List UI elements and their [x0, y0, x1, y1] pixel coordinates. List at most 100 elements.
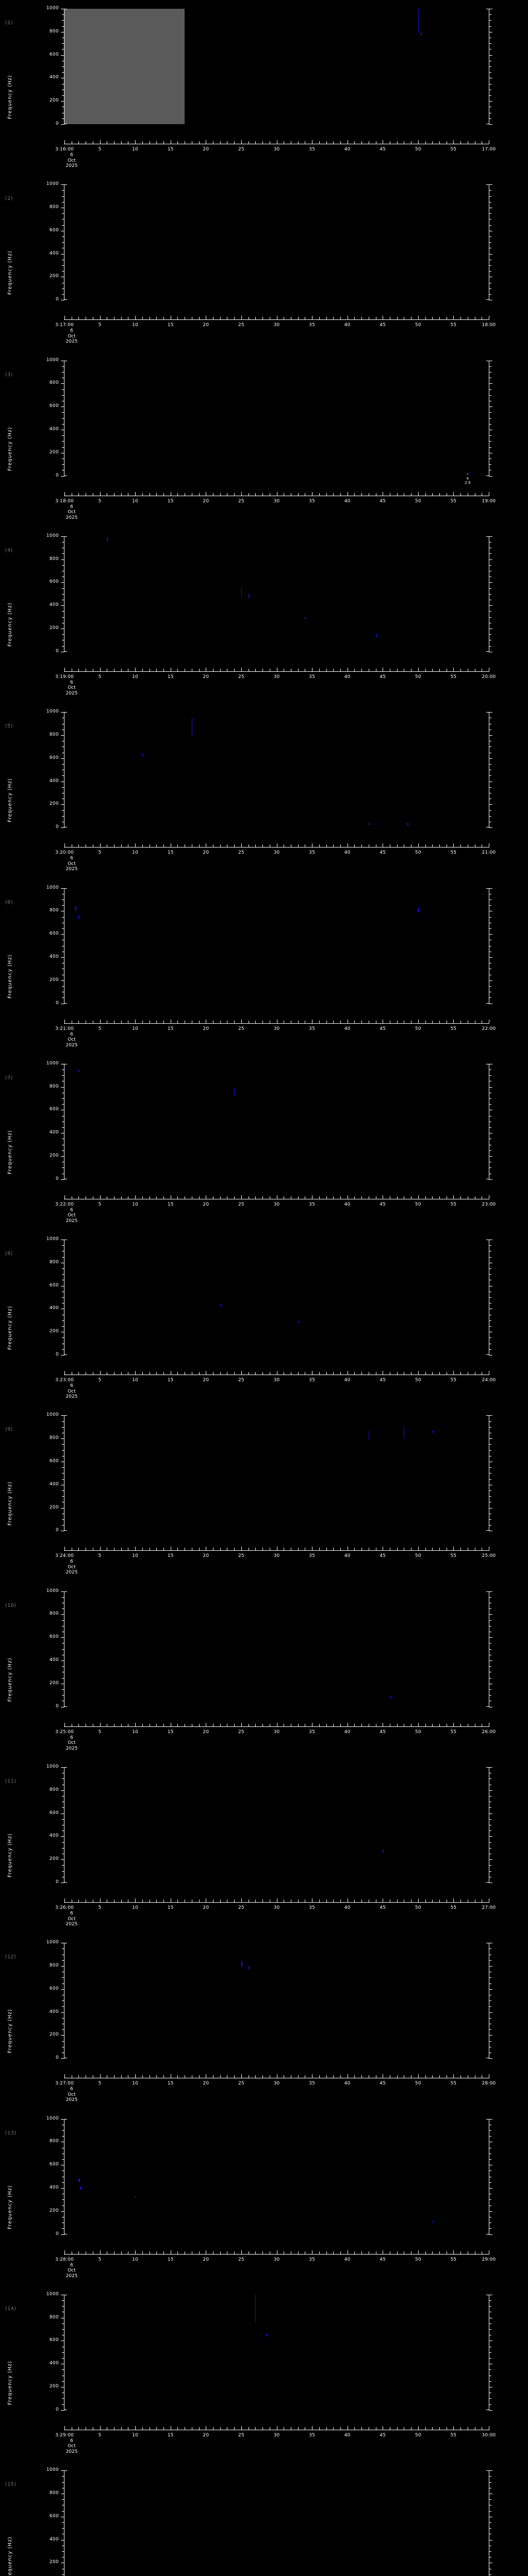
x-tick-minor — [432, 493, 433, 496]
y-tick-minor — [62, 1490, 64, 1491]
y-axis-label: Frequency (Hz) — [7, 1306, 13, 1350]
x-tick-label: 35 — [309, 2432, 316, 2438]
plot-area — [64, 1767, 489, 1883]
x-tick-minor — [142, 1548, 143, 1551]
x-tick-label: 3:18:00 — [55, 498, 74, 504]
y-tick-minor-right — [489, 816, 491, 817]
y-tick-label: 800 — [49, 908, 59, 913]
x-tick-minor — [298, 1723, 299, 1726]
x-tick-minor — [333, 141, 334, 144]
y-tick-minor — [62, 565, 64, 566]
x-tick-major — [135, 1899, 136, 1902]
x-tick-minor — [439, 2427, 440, 2430]
x-tick-major — [64, 1195, 65, 1199]
detection-trace — [407, 823, 409, 826]
y-tick-minor-right — [489, 1519, 491, 1520]
x-tick-label: 23:00 — [482, 1201, 496, 1207]
x-tick-minor — [177, 844, 178, 848]
x-tick-minor — [326, 1372, 327, 1375]
y-tick-minor-right — [489, 1349, 491, 1350]
x-tick-label: 20 — [203, 1378, 209, 1383]
y-tick-minor-right — [489, 2528, 491, 2529]
x-tick-minor — [163, 668, 164, 671]
x-tick-minor — [234, 668, 235, 671]
y-tick-minor — [62, 418, 64, 419]
x-tick-minor — [163, 141, 164, 144]
x-tick-minor — [156, 1723, 157, 1726]
x-axis-date-label: 6 Oct 2025 — [66, 2438, 78, 2455]
y-tick-minor-right — [489, 1075, 491, 1076]
detection-trace — [241, 587, 242, 597]
panel-number-label: (9) — [5, 1427, 13, 1433]
x-tick-minor — [177, 668, 178, 671]
y-tick-major — [61, 605, 64, 606]
date-year: 2025 — [65, 1394, 78, 1400]
x-tick-label: 35 — [309, 323, 316, 328]
plot-background — [64, 888, 489, 1004]
y-tick-minor — [62, 2182, 64, 2183]
x-tick-minor — [177, 1900, 178, 1902]
y-tick-major-right — [489, 124, 492, 125]
y-tick-label: 800 — [49, 1083, 59, 1089]
y-tick-major-right — [489, 957, 492, 958]
y-tick-major — [61, 1507, 64, 1509]
x-tick-minor — [177, 1020, 178, 1023]
y-tick-minor — [62, 1467, 64, 1468]
y-tick-minor — [62, 1689, 64, 1690]
date-day: 6 — [70, 152, 73, 158]
y-tick-major-right — [489, 2234, 492, 2235]
x-tick-minor — [142, 2427, 143, 2430]
y-tick-minor — [62, 1695, 64, 1696]
x-tick-label: 40 — [344, 498, 351, 504]
x-tick-minor — [439, 141, 440, 144]
y-tick-minor — [62, 2018, 64, 2019]
y-tick-major-right — [489, 536, 492, 537]
panel-number-label: (6) — [5, 899, 13, 905]
x-tick-minor — [220, 2251, 221, 2254]
x-tick-minor — [163, 493, 164, 496]
y-tick-major-right — [489, 2012, 492, 2013]
x-tick-minor — [460, 2251, 461, 2254]
x-tick-label: 5 — [98, 498, 102, 504]
y-tick-major-right — [489, 1966, 492, 1967]
y-tick-minor — [62, 617, 64, 618]
x-tick-minor — [142, 668, 143, 671]
x-tick-major — [135, 1547, 136, 1551]
x-tick-minor — [333, 2427, 334, 2430]
y-tick-major — [61, 1767, 64, 1768]
date-year: 2025 — [65, 1042, 78, 1048]
detection-trace — [107, 537, 108, 541]
y-tick-major-right — [489, 1767, 492, 1768]
y-tick-minor — [62, 553, 64, 554]
x-axis-date-label: 6 Oct 2025 — [66, 1383, 78, 1400]
x-tick-label: 10 — [132, 147, 139, 152]
y-tick-minor — [62, 1608, 64, 1609]
date-year: 2025 — [65, 1745, 78, 1751]
y-tick-major-right — [489, 2410, 492, 2411]
x-tick-label: 55 — [450, 2257, 457, 2262]
y-tick-minor — [62, 1819, 64, 1820]
x-tick-minor — [142, 317, 143, 320]
x-tick-label: 10 — [132, 1026, 139, 1031]
y-tick-minor-right — [489, 1245, 491, 1246]
x-axis-date-label: 6 Oct 2025 — [66, 680, 78, 697]
x-tick-minor — [199, 2075, 200, 2078]
x-tick-label: 3:17:00 — [55, 323, 74, 328]
y-tick-label: 400 — [49, 602, 59, 608]
y-tick-minor-right — [489, 1689, 491, 1690]
x-tick-major — [418, 1195, 419, 1199]
y-tick-minor-right — [489, 72, 491, 73]
x-tick-minor — [432, 844, 433, 848]
x-tick-minor — [199, 2251, 200, 2254]
x-tick-label: 30 — [273, 323, 280, 328]
detection-trace — [248, 594, 250, 598]
axis-cap — [486, 1591, 489, 1592]
date-month: Oct — [68, 158, 76, 163]
x-tick-minor — [340, 1900, 341, 1902]
date-month: Oct — [68, 1740, 76, 1746]
date-day: 6 — [70, 1559, 73, 1565]
y-tick-minor-right — [489, 634, 491, 635]
y-tick-minor — [62, 2404, 64, 2405]
y-tick-minor — [62, 1274, 64, 1275]
x-tick-label: 45 — [380, 1729, 386, 1735]
